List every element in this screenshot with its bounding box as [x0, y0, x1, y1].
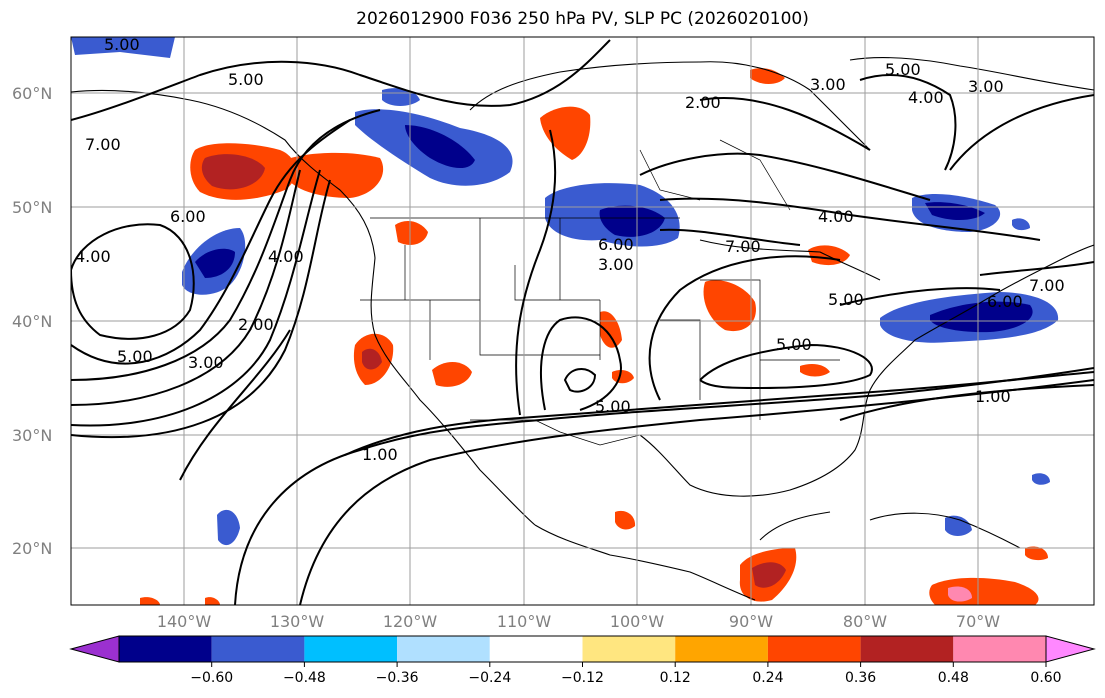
contour-label: 1.00	[975, 387, 1011, 406]
colorbar-segment	[211, 636, 305, 662]
colorbar-tick-label: −0.60	[190, 670, 233, 686]
latitude-labels: 60°N 50°N 40°N 30°N 20°N	[12, 84, 52, 558]
colorbar: −0.60 −0.48 −0.36 −0.24 −0.12 0.12 0.24 0.36 0.4…	[69, 635, 1096, 686]
pv-positive-area	[750, 68, 785, 84]
contour-label: 5.00	[117, 347, 153, 366]
pv-positive-area	[800, 364, 830, 377]
pv-negative-area	[1012, 218, 1030, 231]
colorbar-tick-label: −0.12	[561, 670, 604, 686]
contour-label: 5.00	[885, 60, 921, 79]
pv-positive-area	[948, 586, 972, 602]
pv-negative-area	[195, 248, 235, 278]
pv-positive-area	[395, 220, 428, 245]
contour-label: 5.00	[595, 397, 631, 416]
colorbar-tick-label: 0.36	[845, 670, 876, 686]
pv-negative-area	[217, 509, 240, 546]
colorbar-tick-label: 0.24	[752, 670, 783, 686]
contour-label: 4.00	[818, 207, 854, 226]
contour-label: 1.00	[362, 445, 398, 464]
pv-positive-area	[362, 348, 382, 370]
colorbar-segment	[582, 636, 676, 662]
contour-label: 4.00	[908, 88, 944, 107]
contour-label: 5.00	[776, 335, 812, 354]
contour-label: 5.00	[828, 290, 864, 309]
colorbar-segment	[767, 636, 861, 662]
pv-positive-area	[1025, 546, 1048, 561]
contour-label: 3.00	[810, 75, 846, 94]
pv-positive-area	[201, 154, 265, 190]
pv-positive-area	[703, 280, 756, 332]
pv-shading	[71, 37, 1059, 605]
contour-label: 5.00	[228, 70, 264, 89]
contour-label: 4.00	[75, 247, 111, 266]
lon-label: 130°W	[270, 612, 325, 631]
colorbar-segment	[860, 636, 954, 662]
pv-positive-area	[615, 510, 636, 530]
pv-negative-area	[405, 125, 475, 169]
lat-label: 30°N	[12, 426, 52, 445]
lat-label: 20°N	[12, 539, 52, 558]
pv-negative-area	[71, 37, 175, 58]
colorbar-segment	[675, 636, 768, 662]
contour-label: 3.00	[598, 255, 634, 274]
pv-positive-area	[600, 311, 622, 348]
contour-label: 2.00	[238, 315, 274, 334]
contour-label: 6.00	[598, 235, 634, 254]
contour-label: 6.00	[987, 292, 1023, 311]
lon-label: 120°W	[383, 612, 438, 631]
colorbar-segment	[397, 636, 490, 662]
colorbar-extend-high	[1045, 635, 1096, 663]
graticule	[71, 37, 1094, 605]
colorbar-tick-label: 0.60	[1030, 670, 1061, 686]
contour-label: 4.00	[268, 247, 304, 266]
contour-label: 5.00	[104, 35, 140, 54]
colorbar-extend-low	[69, 635, 120, 663]
longitude-labels: 140°W 130°W 120°W 110°W 100°W 90°W 80°W …	[157, 612, 1000, 631]
coastlines	[71, 57, 1094, 601]
pv-negative-area	[599, 205, 665, 237]
pv-positive-area	[752, 562, 786, 588]
pv-positive-area	[205, 597, 220, 605]
map-border	[70, 36, 1095, 606]
contour-label: 2.00	[685, 93, 721, 112]
lon-label: 80°W	[843, 612, 887, 631]
lon-label: 100°W	[610, 612, 665, 631]
colorbar-segment	[304, 636, 398, 662]
contour-label: 6.00	[170, 207, 206, 226]
slp-contours	[71, 39, 1094, 605]
colorbar-segment	[953, 636, 1046, 662]
colorbar-tick-label: 0.12	[660, 670, 691, 686]
colorbar-tick-label: −0.36	[376, 670, 419, 686]
contour-label: 7.00	[725, 237, 761, 256]
colorbar-tick-label: −0.24	[468, 670, 511, 686]
lat-label: 60°N	[12, 84, 52, 103]
political-borders	[360, 139, 840, 446]
pv-positive-area	[432, 361, 472, 387]
colorbar-tick-label: 0.48	[938, 670, 969, 686]
lon-label: 90°W	[729, 612, 773, 631]
colorbar-segment	[119, 636, 212, 662]
pv-negative-area	[930, 301, 1033, 333]
contour-label: 3.00	[968, 77, 1004, 96]
lat-label: 40°N	[12, 312, 52, 331]
pv-negative-area	[945, 515, 972, 536]
pv-positive-area	[540, 106, 591, 160]
lon-label: 110°W	[497, 612, 552, 631]
colorbar-segment	[489, 636, 583, 662]
contour-label: 7.00	[85, 135, 121, 154]
colorbar-tick-label: −0.48	[283, 670, 326, 686]
contour-label-group: 5.00 5.00 7.00 6.00 4.00 5.00 3.00 2.00 …	[75, 35, 1065, 464]
lon-label: 70°W	[956, 612, 1000, 631]
pv-negative-area	[1032, 473, 1050, 485]
contour-label: 7.00	[1029, 276, 1065, 295]
pv-positive-area	[140, 597, 160, 605]
pv-positive-area	[285, 152, 384, 198]
lon-label: 140°W	[157, 612, 212, 631]
figure-title: 2026012900 F036 250 hPa PV, SLP PC (2026…	[356, 9, 809, 29]
lat-label: 50°N	[12, 198, 52, 217]
contour-label: 3.00	[188, 353, 224, 372]
